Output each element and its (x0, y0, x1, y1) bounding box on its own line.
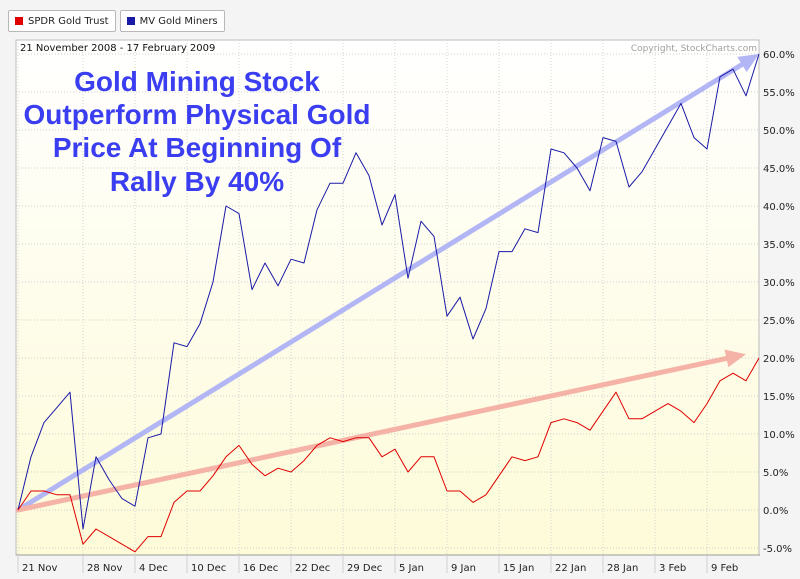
y-tick-label: 40.0% (763, 202, 795, 213)
annotation-text: Gold Mining Stock Outperform Physical Go… (24, 66, 371, 197)
x-tick-label: 28 Jan (607, 563, 638, 574)
y-tick-label: 15.0% (763, 392, 795, 403)
x-tick-label: 22 Dec (295, 563, 330, 574)
plot-background (15, 39, 760, 556)
trend-arrow-shaft (15, 355, 729, 513)
y-tick-label: 20.0% (763, 354, 795, 365)
legend-swatch-blue (126, 17, 135, 25)
legend: SPDR Gold Trust MV Gold Miners (8, 10, 225, 32)
legend-label-gold-miners: MV Gold Miners (139, 15, 218, 27)
x-tick-label: 29 Dec (347, 563, 382, 574)
annotation-line-1: Gold Mining Stock (74, 66, 320, 97)
y-tick-label: 30.0% (763, 278, 795, 289)
annotation-line-4: Rally By 40% (110, 166, 284, 197)
y-tick-label: 10.0% (763, 430, 795, 441)
y-tick-label: 45.0% (763, 164, 795, 175)
x-tick-label: 21 Nov (22, 563, 58, 574)
trend-arrow-shaft (15, 61, 745, 513)
y-axis-labels: -5.0% 0.0% 5.0% 10.0% 15.0% 20.0% 25.0% 30.0% 35… (763, 50, 795, 555)
x-tick-label: 10 Dec (191, 563, 226, 574)
x-tick-label: 16 Dec (243, 563, 278, 574)
annotation-line-2: Outperform Physical Gold (24, 99, 371, 130)
y-tick-label: 60.0% (763, 50, 795, 61)
y-tick-label: 50.0% (763, 126, 795, 137)
y-tick-label: -5.0% (763, 544, 792, 555)
date-range: 21 November 2008 - 17 February 2009 (20, 43, 215, 54)
trend-arrow-head (724, 349, 746, 368)
x-tick-label: 9 Feb (711, 563, 738, 574)
annotation-line-3: Price At Beginning Of (53, 132, 342, 163)
copyright: Copyright, StockCharts.com (631, 44, 757, 54)
x-tick-label: 9 Jan (451, 563, 476, 574)
x-tick-label: 3 Feb (659, 563, 686, 574)
series-line-gold-trust (17, 357, 760, 553)
x-tick-label: 28 Nov (87, 563, 123, 574)
trend-arrows (15, 54, 759, 513)
y-tick-label: 35.0% (763, 240, 795, 251)
x-axis-labels: 21 Nov 28 Nov 4 Dec 10 Dec 16 Dec 22 Dec 29 De… (17, 555, 738, 574)
series-lines (17, 53, 760, 553)
y-tick-label: 55.0% (763, 88, 795, 99)
legend-item-gold-miners[interactable]: MV Gold Miners (119, 10, 225, 32)
x-tick-label: 15 Jan (503, 563, 534, 574)
legend-label-gold-trust: SPDR Gold Trust (28, 15, 109, 27)
series-line-gold-miners (17, 53, 760, 530)
x-tick-label: 22 Jan (555, 563, 586, 574)
y-tick-label: 5.0% (763, 468, 788, 479)
x-tick-label: 5 Jan (399, 563, 424, 574)
legend-swatch-red (15, 17, 23, 25)
legend-item-gold-trust[interactable]: SPDR Gold Trust (8, 10, 116, 32)
trend-arrow-head (737, 54, 759, 73)
y-tick-label: 25.0% (763, 316, 795, 327)
x-tick-label: 4 Dec (139, 563, 168, 574)
y-tick-label: 0.0% (763, 506, 788, 517)
